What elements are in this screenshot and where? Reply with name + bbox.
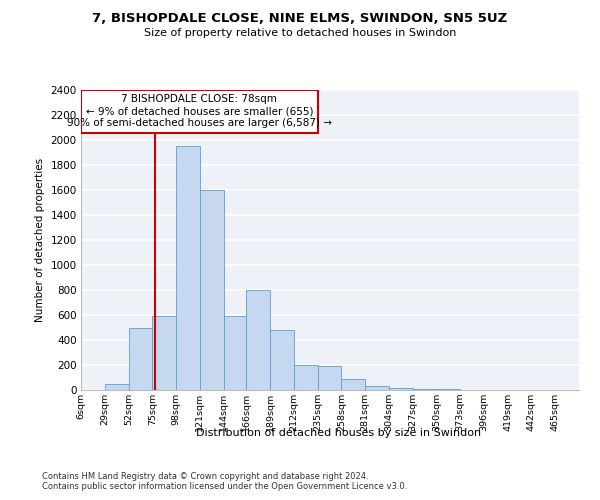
Bar	[152, 316, 176, 390]
Text: 7 BISHOPDALE CLOSE: 78sqm: 7 BISHOPDALE CLOSE: 78sqm	[121, 94, 277, 104]
FancyBboxPatch shape	[81, 90, 317, 132]
Text: Distribution of detached houses by size in Swindon: Distribution of detached houses by size …	[196, 428, 482, 438]
Bar	[247, 290, 270, 390]
Text: 90% of semi-detached houses are larger (6,587) →: 90% of semi-detached houses are larger (…	[67, 118, 332, 128]
Text: Contains HM Land Registry data © Crown copyright and database right 2024.: Contains HM Land Registry data © Crown c…	[42, 472, 368, 481]
Text: 7, BISHOPDALE CLOSE, NINE ELMS, SWINDON, SN5 5UZ: 7, BISHOPDALE CLOSE, NINE ELMS, SWINDON,…	[92, 12, 508, 26]
Bar	[413, 389, 436, 390]
Bar	[436, 389, 460, 390]
Bar	[105, 384, 128, 390]
Text: ← 9% of detached houses are smaller (655): ← 9% of detached houses are smaller (655…	[86, 106, 313, 116]
Text: Contains public sector information licensed under the Open Government Licence v3: Contains public sector information licen…	[42, 482, 407, 491]
Bar	[365, 386, 389, 390]
Bar	[294, 365, 317, 390]
Bar	[270, 330, 294, 390]
Bar	[317, 366, 341, 390]
Bar	[224, 316, 247, 390]
Bar	[128, 328, 152, 390]
Bar	[200, 190, 224, 390]
Bar	[176, 146, 200, 390]
Text: Size of property relative to detached houses in Swindon: Size of property relative to detached ho…	[144, 28, 456, 38]
Y-axis label: Number of detached properties: Number of detached properties	[35, 158, 45, 322]
Bar	[389, 388, 413, 390]
Bar	[341, 380, 365, 390]
